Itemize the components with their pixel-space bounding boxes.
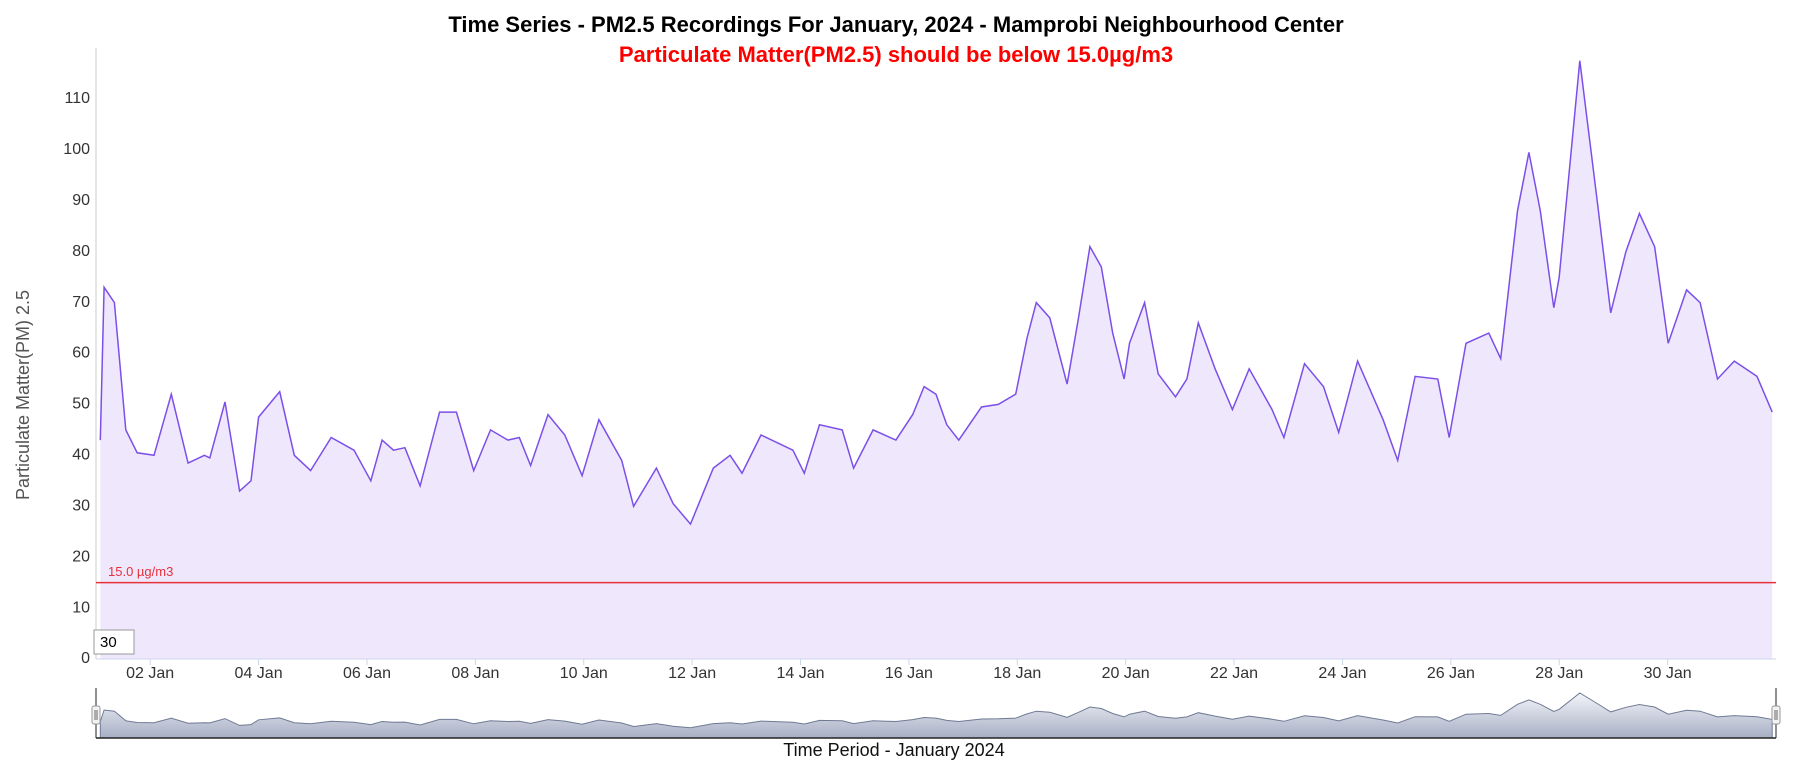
x-tick-label: 06 Jan: [343, 665, 391, 682]
x-tick-label: 14 Jan: [776, 665, 824, 682]
threshold-label: 15.0 µg/m3: [108, 564, 173, 579]
y-tick-label: 60: [72, 345, 90, 362]
navigator-handle[interactable]: [1771, 705, 1781, 725]
line: [99, 60, 1773, 526]
x-tick-label: 20 Jan: [1102, 665, 1150, 682]
x-tick-label: 30 Jan: [1644, 665, 1692, 682]
x-tick-label: 12 Jan: [668, 665, 716, 682]
x-tick-label: 18 Jan: [993, 665, 1041, 682]
range-input-box: [93, 629, 135, 655]
x-tick-label: 04 Jan: [235, 665, 283, 682]
x-tick-label: 26 Jan: [1427, 665, 1475, 682]
x-tick-label: 16 Jan: [885, 665, 933, 682]
y-axis-title: Particulate Matter(PM) 2.5: [13, 290, 33, 500]
area-fill: [100, 60, 1773, 659]
y-tick-label: 40: [72, 447, 90, 464]
navigator-area: [99, 692, 1773, 739]
x-axis-title: Time Period - January 2024: [783, 740, 1004, 760]
y-tick-label: 90: [72, 192, 90, 209]
y-tick-label: 30: [72, 497, 90, 514]
y-tick-label: 110: [64, 90, 90, 107]
x-tick-label: 10 Jan: [560, 665, 608, 682]
y-tick-label: 100: [63, 141, 90, 158]
navigator-handle[interactable]: [91, 705, 101, 725]
x-tick-label: 02 Jan: [126, 665, 174, 682]
y-tick-label: 80: [72, 243, 90, 260]
y-tick-label: 70: [72, 294, 90, 311]
x-tick-label: 28 Jan: [1535, 665, 1583, 682]
x-tick-label: 24 Jan: [1318, 665, 1366, 682]
y-tick-label: 10: [72, 599, 90, 616]
range-input: 30: [100, 634, 117, 651]
y-tick-label: 50: [72, 396, 90, 413]
chart-title: Time Series - PM2.5 Recordings For Janua…: [448, 12, 1344, 37]
y-tick-label: 0: [81, 650, 90, 667]
chart-subtitle: Particulate Matter(PM2.5) should be belo…: [619, 42, 1173, 67]
x-tick-label: 22 Jan: [1210, 665, 1258, 682]
y-tick-label: 20: [72, 548, 90, 565]
x-tick-label: 08 Jan: [451, 665, 499, 682]
